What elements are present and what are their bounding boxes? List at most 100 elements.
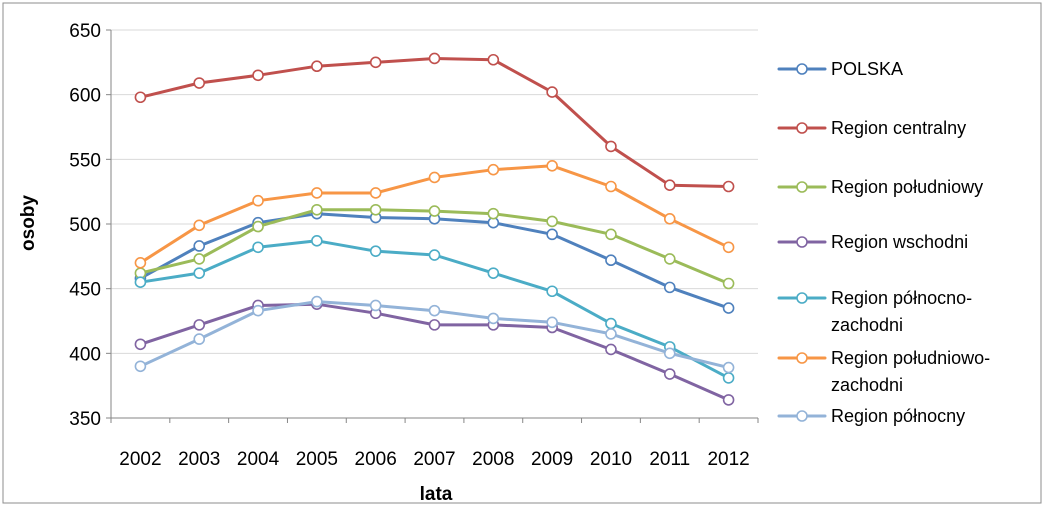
data-point bbox=[134, 360, 147, 373]
data-point bbox=[487, 267, 500, 279]
data-point bbox=[722, 361, 735, 374]
data-point bbox=[722, 180, 735, 193]
x-tick-label: 2008 bbox=[472, 449, 514, 470]
legend-label: zachodni bbox=[831, 375, 903, 395]
data-point bbox=[369, 245, 382, 257]
data-point bbox=[193, 253, 206, 265]
data-point bbox=[428, 52, 441, 65]
data-point bbox=[193, 240, 206, 252]
x-tick-label: 2003 bbox=[178, 449, 220, 470]
x-tick-label: 2011 bbox=[649, 449, 690, 470]
data-point bbox=[546, 86, 558, 98]
data-point bbox=[311, 60, 323, 73]
data-point bbox=[311, 235, 323, 247]
legend-marker-6 bbox=[796, 410, 808, 422]
data-point bbox=[487, 53, 500, 66]
data-point bbox=[546, 160, 558, 172]
data-point bbox=[663, 347, 676, 360]
data-point bbox=[663, 179, 676, 191]
gridlines bbox=[111, 29, 758, 354]
x-tick-label: 2012 bbox=[707, 449, 749, 470]
y-tick-label: 400 bbox=[69, 344, 101, 365]
x-tick-label: 2006 bbox=[355, 449, 397, 470]
legend: POLSKA Region centralny Region południowy R… bbox=[777, 59, 990, 426]
data-point bbox=[369, 56, 382, 69]
data-point bbox=[252, 304, 264, 317]
data-point bbox=[722, 277, 735, 290]
y-tick-label: 500 bbox=[69, 215, 101, 236]
data-point bbox=[369, 203, 382, 216]
legend-marker-3 bbox=[796, 236, 808, 248]
legend-marker-4 bbox=[796, 292, 808, 304]
x-tick-label: 2010 bbox=[590, 449, 632, 470]
axes: 350 400 450 500 550 600 650 2002 2003 2004 2005 200… bbox=[69, 21, 759, 470]
x-tick-label: 2002 bbox=[119, 449, 161, 470]
data-point bbox=[428, 205, 441, 217]
data-point bbox=[134, 91, 147, 104]
data-point bbox=[605, 180, 617, 193]
data-point bbox=[369, 187, 382, 199]
y-axis-title: osoby bbox=[18, 195, 39, 251]
x-tick-label: 2009 bbox=[531, 449, 573, 470]
data-point bbox=[546, 316, 558, 329]
x-tick-label: 2007 bbox=[413, 449, 455, 470]
data-point bbox=[487, 312, 500, 325]
data-point bbox=[193, 267, 206, 279]
data-point bbox=[663, 281, 676, 294]
data-point bbox=[722, 302, 735, 314]
data-point bbox=[663, 368, 676, 380]
data-point bbox=[193, 333, 206, 345]
data-point bbox=[428, 249, 441, 261]
legend-label: Region południowo- bbox=[831, 348, 990, 368]
data-point bbox=[428, 319, 441, 331]
data-point bbox=[252, 220, 264, 233]
data-point bbox=[605, 343, 617, 356]
data-point bbox=[487, 207, 500, 220]
data-point bbox=[252, 194, 264, 207]
legend-label: Region wschodni bbox=[831, 232, 968, 252]
data-point bbox=[252, 69, 264, 82]
y-tick-label: 350 bbox=[69, 409, 101, 430]
legend-label: Region centralny bbox=[831, 118, 966, 138]
legend-label: POLSKA bbox=[831, 59, 903, 79]
legend-marker-1 bbox=[796, 122, 808, 134]
legend-marker-5 bbox=[796, 352, 808, 364]
data-point bbox=[311, 295, 323, 308]
data-point bbox=[605, 140, 617, 153]
y-tick-label: 600 bbox=[69, 86, 101, 107]
data-point bbox=[722, 372, 735, 384]
data-point bbox=[252, 241, 264, 254]
legend-marker-0 bbox=[796, 63, 808, 75]
data-point bbox=[134, 338, 147, 351]
data-point bbox=[193, 219, 206, 232]
data-point bbox=[546, 215, 558, 228]
data-point bbox=[605, 317, 617, 330]
data-point bbox=[134, 276, 147, 289]
data-point bbox=[369, 299, 382, 312]
data-point bbox=[722, 394, 735, 406]
legend-marker-2 bbox=[796, 181, 808, 193]
data-point bbox=[428, 304, 441, 317]
y-tick-label: 650 bbox=[69, 21, 101, 42]
legend-label: Region północno- bbox=[831, 288, 972, 308]
data-point bbox=[311, 187, 323, 199]
legend-label: Region południowy bbox=[831, 177, 983, 197]
data-point bbox=[546, 285, 558, 298]
data-point bbox=[546, 228, 558, 241]
data-point bbox=[487, 163, 500, 176]
data-point bbox=[134, 256, 147, 269]
legend-label: zachodni bbox=[831, 315, 903, 335]
y-tick-label: 450 bbox=[69, 280, 101, 301]
data-point bbox=[663, 213, 676, 225]
data-point bbox=[605, 254, 617, 267]
data-point bbox=[428, 171, 441, 184]
series-group bbox=[134, 52, 735, 406]
y-tick-label: 550 bbox=[69, 150, 101, 171]
legend-label: Region północny bbox=[831, 406, 965, 426]
x-tick-label: 2004 bbox=[237, 449, 280, 470]
x-tick-label: 2005 bbox=[296, 449, 338, 470]
data-point bbox=[605, 228, 617, 241]
